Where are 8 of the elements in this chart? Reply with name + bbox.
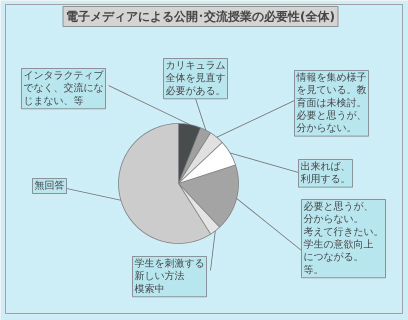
chart-title: 電子メディアによる公開･交流授業の必要性(全体) (66, 10, 335, 24)
slice-label: カリキュラム全体を見直す必要がある。 (166, 60, 226, 97)
slice-label: 学生を刺激する新しい方法模索中 (134, 258, 204, 295)
slice-label: 無回答 (34, 180, 64, 192)
slice-label: 必要と思うが、分からない。考えて行きたい。学生の意欲向上につながる。等。 (304, 200, 384, 276)
slice-label: 出来れば、利用する。 (300, 160, 350, 186)
slice-label: インタラクティブでなく、交流になじまない、等 (24, 70, 104, 107)
slice-label: 情報を集め様子を見ている。教育面は未検討。必要と思うが、分からない。 (296, 72, 366, 134)
